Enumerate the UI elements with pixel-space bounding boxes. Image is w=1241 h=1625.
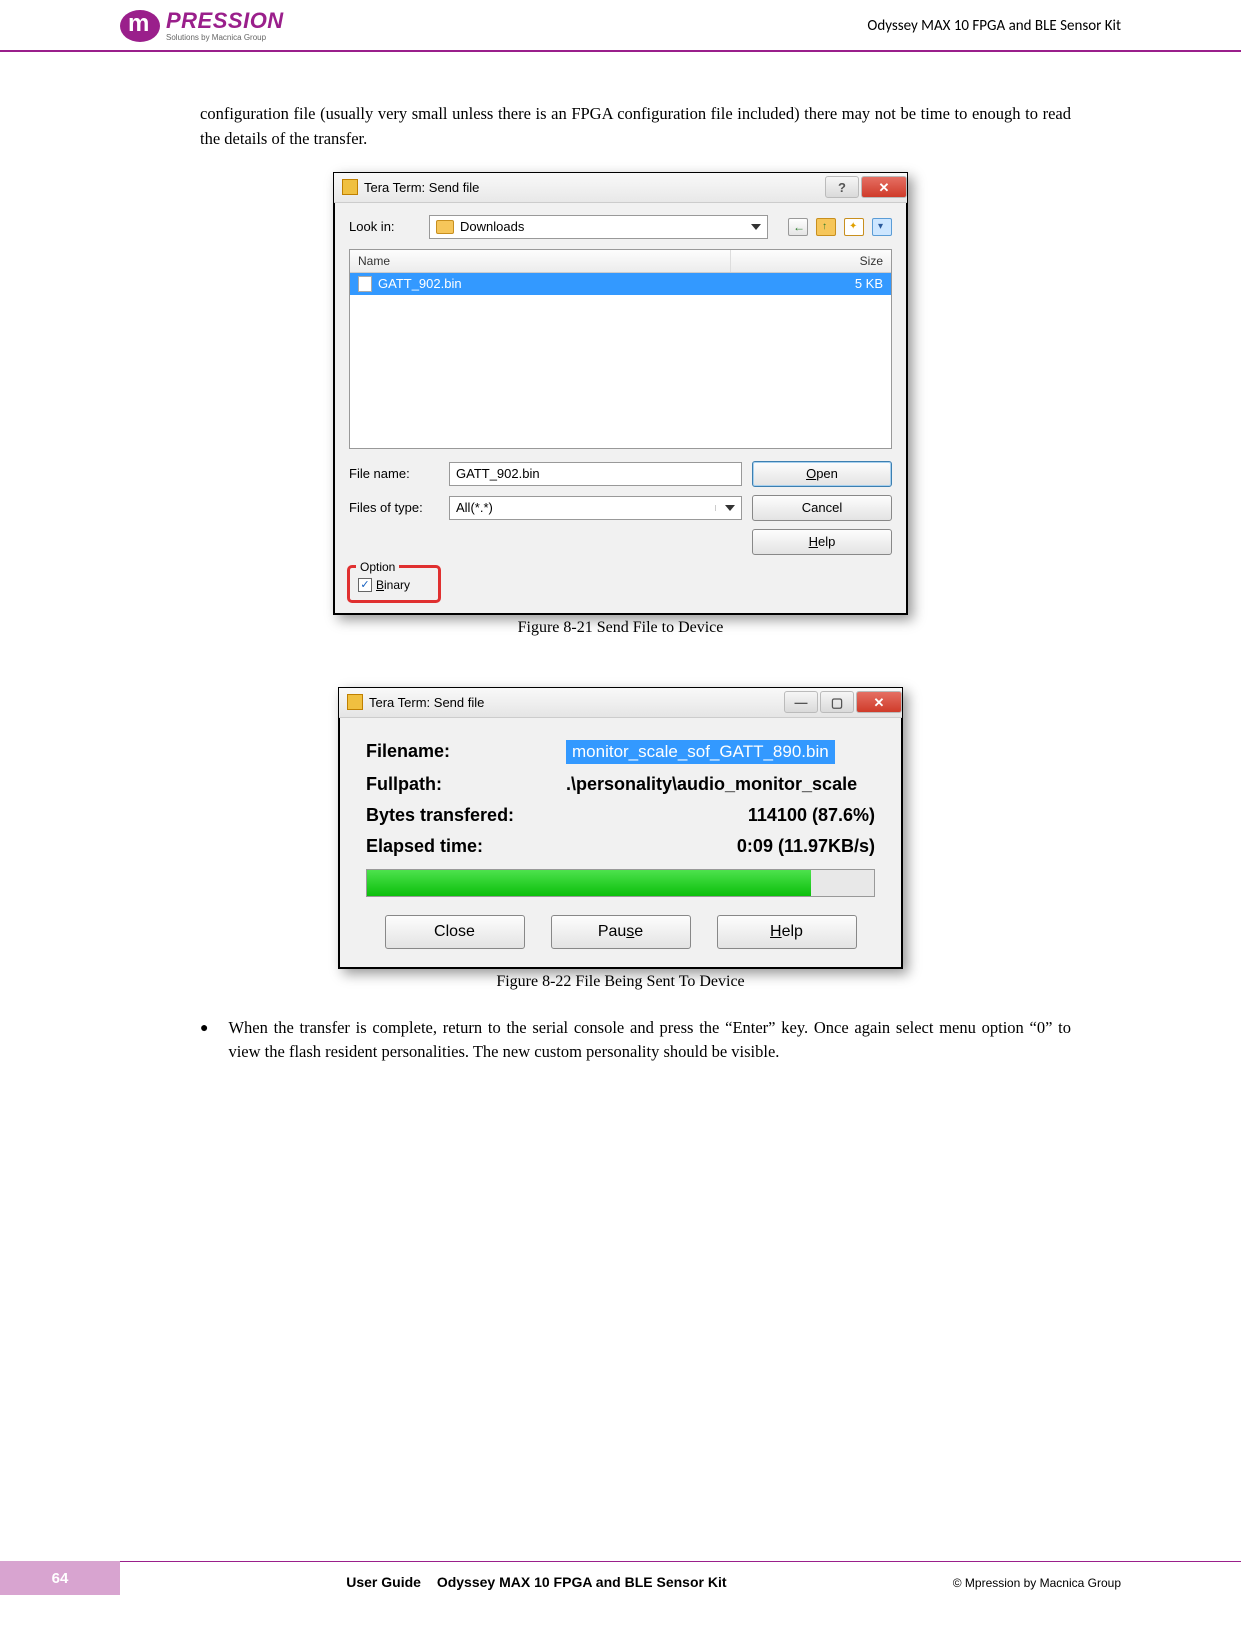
body-paragraph-1: configuration file (usually very small u…: [0, 52, 1241, 162]
figure-1-caption: Figure 8-21 Send File to Device: [518, 619, 724, 637]
page-number: 64: [0, 1561, 120, 1595]
page-header: PRESSION Solutions by Macnica Group Odys…: [0, 0, 1241, 52]
elapsed-label: Elapsed time:: [366, 836, 566, 857]
maximize-button[interactable]: ▢: [820, 691, 854, 713]
figure-2-caption: Figure 8-22 File Being Sent To Device: [496, 973, 744, 991]
figure-2: Tera Term: Send file — ▢ ✕ Filename: mon…: [0, 647, 1241, 991]
dialog2-titlebar: Tera Term: Send file — ▢ ✕: [339, 688, 902, 718]
bytes-label: Bytes transfered:: [366, 805, 566, 826]
bullet-text: When the transfer is complete, return to…: [228, 1016, 1071, 1066]
footer-copyright: © Mpression by Macnica Group: [953, 1568, 1121, 1590]
elapsed-value: 0:09 (11.97KB/s): [566, 836, 875, 857]
help-button[interactable]: Help: [752, 529, 892, 555]
file-size-cell: 5 KB: [731, 273, 891, 295]
logo-text: PRESSION: [166, 10, 284, 32]
figure-1: Tera Term: Send file ? ✕ Look in: Downlo…: [0, 172, 1241, 637]
chevron-down-icon: [725, 505, 735, 511]
bullet-paragraph: ● When the transfer is complete, return …: [0, 991, 1241, 1076]
new-folder-icon[interactable]: [844, 218, 864, 236]
open-button[interactable]: Open: [752, 461, 892, 487]
folder-icon: [436, 220, 454, 234]
cancel-button[interactable]: Cancel: [752, 495, 892, 521]
filename-label: Filename:: [366, 741, 566, 762]
send-file-dialog: Tera Term: Send file ? ✕ Look in: Downlo…: [333, 172, 908, 615]
file-name-cell: GATT_902.bin: [378, 276, 462, 291]
bytes-value: 114100 (87.6%): [566, 805, 875, 826]
binary-checkbox[interactable]: ✓ Binary: [358, 578, 430, 592]
header-doc-title: Odyssey MAX 10 FPGA and BLE Sensor Kit: [867, 19, 1121, 34]
logo-subtext: Solutions by Macnica Group: [166, 34, 284, 42]
file-list[interactable]: Name Size GATT_902.bin 5 KB: [349, 249, 892, 449]
help-titlebar-button[interactable]: ?: [825, 176, 859, 198]
dialog1-titlebar: Tera Term: Send file ? ✕: [334, 173, 907, 203]
fullpath-label: Fullpath:: [366, 774, 566, 795]
option-title: Option: [356, 560, 399, 574]
minimize-button[interactable]: —: [784, 691, 818, 713]
option-group: Option ✓ Binary: [349, 567, 439, 601]
filetype-label: Files of type:: [349, 500, 439, 515]
lookin-label: Look in:: [349, 219, 419, 234]
progress-fill: [367, 870, 811, 896]
send-progress-dialog: Tera Term: Send file — ▢ ✕ Filename: mon…: [338, 687, 903, 969]
fullpath-value: .\personality\audio_monitor_scale: [566, 774, 875, 795]
file-row-selected[interactable]: GATT_902.bin 5 KB: [350, 273, 891, 295]
filename-value: monitor_scale_sof_GATT_890.bin: [566, 740, 835, 764]
filetype-combo[interactable]: All(*.*): [449, 496, 742, 520]
view-menu-icon[interactable]: [872, 218, 892, 236]
filename-label: File name:: [349, 466, 439, 481]
page-footer: 64 User Guide Odyssey MAX 10 FPGA and BL…: [0, 1561, 1241, 1595]
close-button[interactable]: ✕: [856, 691, 902, 713]
lookin-combo[interactable]: Downloads: [429, 215, 768, 239]
progress-bar: [366, 869, 875, 897]
nav-up-icon[interactable]: [816, 218, 836, 236]
dialog2-title: Tera Term: Send file: [369, 695, 484, 710]
chevron-down-icon: [751, 224, 761, 230]
bullet-dot-icon: ●: [200, 1016, 208, 1066]
close-progress-button[interactable]: Close: [385, 915, 525, 949]
footer-center: User Guide Odyssey MAX 10 FPGA and BLE S…: [120, 1568, 953, 1590]
col-size-header[interactable]: Size: [731, 250, 891, 272]
dialog1-title: Tera Term: Send file: [364, 180, 479, 195]
logo-m-icon: [120, 10, 160, 42]
lookin-value: Downloads: [460, 219, 524, 234]
app-icon: [347, 694, 363, 710]
col-name-header[interactable]: Name: [350, 250, 731, 272]
file-icon: [358, 276, 372, 292]
nav-back-icon[interactable]: [788, 218, 808, 236]
help-button-2[interactable]: Help: [717, 915, 857, 949]
pause-button[interactable]: Pause: [551, 915, 691, 949]
checkbox-checked-icon: ✓: [358, 578, 372, 592]
close-button[interactable]: ✕: [861, 176, 907, 198]
app-icon: [342, 179, 358, 195]
brand-logo: PRESSION Solutions by Macnica Group: [120, 10, 284, 42]
filename-input[interactable]: GATT_902.bin: [449, 462, 742, 486]
